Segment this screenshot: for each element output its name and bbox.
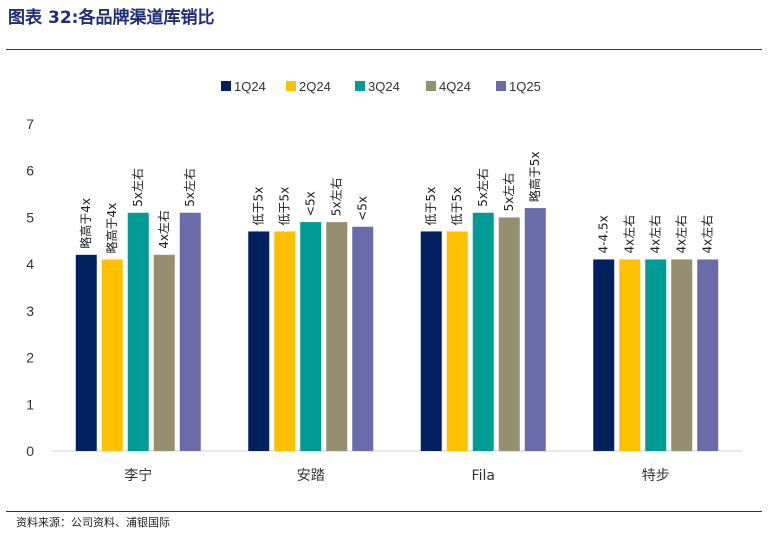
bar: [498, 217, 520, 451]
bar-data-label: 低于5x: [424, 187, 438, 226]
bar-data-label: <5x: [356, 196, 370, 221]
bar-data-label: 5x左右: [329, 177, 344, 216]
legend-swatch: [286, 81, 296, 91]
bar-data-label: 4x左右: [648, 215, 663, 254]
bar: [619, 259, 641, 451]
bar-data-label: 略高于4x: [104, 203, 119, 254]
figure-title-text: 各品牌渠道库销比: [78, 8, 215, 28]
bar: [274, 231, 296, 451]
bar: [593, 259, 615, 451]
x-category-label: Fila: [472, 468, 495, 484]
legend-label: 1Q25: [509, 79, 541, 94]
bar-data-label: 5x左右: [501, 173, 516, 212]
bar-data-label: 低于5x: [278, 187, 292, 226]
bar: [524, 208, 546, 451]
top-rule: [6, 49, 762, 50]
bar-data-label: 4x左右: [674, 215, 689, 254]
bar-data-label: 5x左右: [475, 168, 490, 207]
bar: [153, 254, 175, 451]
y-tick-label: 3: [26, 303, 34, 319]
bar-data-label: 略高于4x: [78, 198, 93, 249]
y-tick-label: 7: [26, 116, 34, 132]
bar: [300, 222, 322, 451]
y-tick-label: 1: [26, 396, 34, 412]
legend-label: 2Q24: [299, 79, 331, 94]
bar: [101, 259, 123, 451]
legend-swatch: [355, 81, 365, 91]
y-tick-label: 6: [26, 163, 34, 179]
bar: [75, 254, 97, 451]
legend-swatch: [426, 81, 436, 91]
legend-label: 4Q24: [439, 79, 471, 94]
bar-data-label: 4x左右: [700, 215, 715, 254]
bar: [446, 231, 468, 451]
bar-data-label: 5x左右: [130, 168, 145, 207]
y-tick-label: 0: [26, 443, 34, 459]
bar: [352, 226, 374, 451]
x-category-label: 安踏: [297, 468, 325, 484]
legend-label: 1Q24: [234, 79, 266, 94]
bar: [420, 231, 442, 451]
figure-number: 32:: [48, 8, 79, 28]
bar: [248, 231, 270, 451]
bar: [472, 212, 494, 451]
y-tick-label: 4: [26, 256, 34, 272]
y-tick-label: 5: [26, 209, 34, 225]
bar-data-label: 略高于5x: [527, 151, 542, 202]
bar-data-label: 4x左右: [156, 210, 171, 249]
bar: [179, 212, 201, 451]
legend-swatch: [221, 81, 231, 91]
bar: [697, 259, 719, 451]
bar-data-label: 4-4.5x: [597, 215, 611, 253]
bar-data-label: 4x左右: [622, 215, 637, 254]
figure-title-prefix: 图表: [8, 8, 42, 28]
bar: [645, 259, 667, 451]
legend-label: 3Q24: [368, 79, 400, 94]
x-category-label: 李宁: [124, 467, 152, 484]
bar-data-label: 低于5x: [450, 187, 464, 226]
bar-data-label: 5x左右: [182, 168, 197, 207]
bar-data-label: 低于5x: [252, 187, 266, 226]
bar: [326, 222, 348, 451]
bar: [671, 259, 693, 451]
figure-title: 图表 32:各品牌渠道库销比: [8, 4, 214, 32]
source-note: 资料来源：公司资料、浦银国际: [16, 516, 170, 529]
bar: [127, 212, 149, 451]
legend-swatch: [496, 81, 506, 91]
bottom-rule: [6, 511, 762, 512]
x-category-label: 特步: [642, 468, 670, 484]
y-tick-label: 2: [26, 350, 34, 366]
bar-data-label: <5x: [304, 191, 318, 216]
